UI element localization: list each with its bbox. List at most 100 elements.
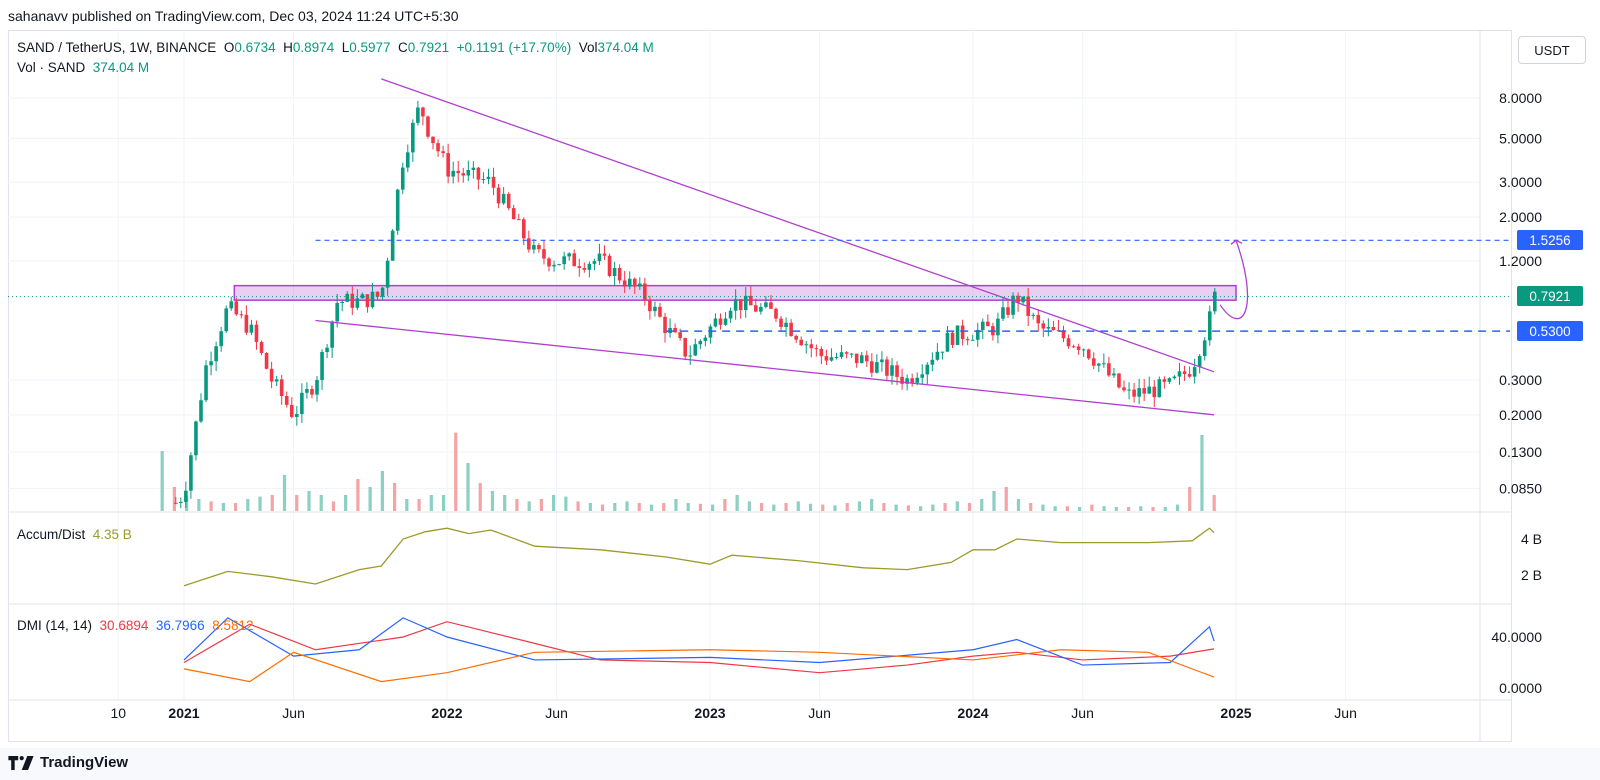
- candle-body: [1107, 363, 1111, 376]
- volume-bar: [894, 504, 898, 511]
- volume-bar: [503, 495, 507, 511]
- candle-body: [1081, 349, 1086, 351]
- candle-body: [1157, 379, 1162, 398]
- dmi-adx-value: 8.5812: [212, 618, 254, 633]
- volume-bar: [857, 501, 862, 511]
- candle-body: [1142, 388, 1146, 394]
- candle-body: [189, 455, 193, 491]
- candle-body: [1091, 358, 1096, 366]
- symbol-label: SAND / TetherUS, 1W, BINANCE: [17, 40, 217, 55]
- candle-body: [965, 339, 970, 341]
- publisher-line: sahanavv published on TradingView.com, D…: [8, 8, 459, 24]
- candle-body: [859, 355, 864, 364]
- volume-bar: [967, 503, 972, 511]
- candle-body: [461, 173, 466, 176]
- dmi-minus-line: [183, 617, 1215, 666]
- volume-bar: [613, 503, 617, 511]
- candle-body: [875, 362, 879, 373]
- candle-body: [764, 302, 768, 307]
- candle-body: [683, 338, 688, 357]
- candle-body: [824, 356, 829, 361]
- candle-body: [194, 421, 198, 456]
- candle-body: [1192, 367, 1197, 377]
- volume-bar: [417, 499, 421, 511]
- candle-body: [769, 302, 773, 309]
- candle-body: [1213, 291, 1217, 312]
- volume-bar: [649, 504, 654, 511]
- candle-body: [486, 176, 491, 179]
- candle-body: [698, 340, 703, 345]
- candle-body: [940, 351, 945, 353]
- candle-body: [819, 348, 824, 357]
- volume-bar: [759, 503, 764, 511]
- candle-body: [451, 170, 455, 177]
- adl-value: 4.35 B: [92, 527, 132, 542]
- adl-label: Accum/Dist: [17, 527, 86, 542]
- candle-body: [234, 301, 239, 315]
- candle-body: [693, 344, 698, 356]
- candle-body: [1177, 371, 1182, 377]
- candle-body: [895, 365, 899, 377]
- currency-unit-button[interactable]: USDT: [1518, 36, 1586, 64]
- candle-body: [597, 253, 602, 262]
- candle-body: [446, 153, 450, 177]
- volume-bar: [1114, 507, 1118, 511]
- candle-body: [910, 378, 914, 383]
- candle-body: [708, 326, 713, 338]
- candle-body: [738, 299, 743, 311]
- tradingview-logo-icon: [8, 755, 34, 770]
- candle-body: [582, 267, 587, 270]
- volume-bar: [796, 501, 800, 511]
- candle-body: [935, 351, 940, 360]
- candle-body: [476, 167, 481, 180]
- candle-body: [743, 295, 748, 311]
- candle-body: [890, 365, 894, 376]
- candle-body: [1132, 389, 1136, 397]
- candle-body: [653, 306, 657, 312]
- candle-body: [527, 238, 531, 250]
- candle-body: [557, 264, 561, 266]
- candle-body: [663, 316, 667, 334]
- axes: 8.0000 5.0000 3.0000 2.0000 1.2000 0.3000 0.20…: [110, 90, 1542, 721]
- vol-series-value: 374.04 M: [92, 60, 150, 75]
- candle-body: [638, 283, 642, 287]
- candle-body: [521, 219, 526, 239]
- projection-arrow: [1219, 240, 1249, 320]
- candle-body: [552, 264, 556, 267]
- candle-body: [249, 324, 254, 333]
- volume-bars: [160, 432, 1216, 511]
- candle-body: [491, 176, 496, 188]
- candle-body: [274, 379, 279, 382]
- volume-bar: [1029, 503, 1033, 511]
- volume-bar: [747, 501, 751, 511]
- volume-bar: [466, 463, 470, 511]
- candle-body: [602, 253, 607, 256]
- volume-bar: [882, 503, 886, 511]
- volume-bar: [527, 501, 531, 511]
- brand-name: TradingView: [40, 754, 129, 771]
- open-value: 0.6734: [234, 40, 276, 55]
- chart-svg[interactable]: 4 B 2 B 40.0000 0.0000 8.0000 5.0000 3.0000 2…: [0, 0, 1600, 748]
- volume-bar: [454, 432, 458, 511]
- x-tick-label: Jun: [1071, 705, 1094, 721]
- volume-bar: [1151, 507, 1155, 511]
- volume-bar: [1078, 507, 1082, 511]
- volume-bar: [833, 505, 837, 511]
- candle-body: [264, 353, 269, 369]
- candle-body: [501, 193, 506, 204]
- candle-body: [839, 352, 844, 358]
- trend-lines: [8, 78, 1510, 416]
- candle-body: [864, 355, 869, 362]
- candle-body: [1137, 388, 1141, 397]
- tradingview-brand[interactable]: TradingView: [8, 754, 128, 771]
- candle-body: [547, 258, 551, 267]
- volume-bar: [1188, 487, 1192, 511]
- candle-body: [1021, 296, 1025, 303]
- volume-bar: [698, 503, 703, 511]
- candle-body: [239, 314, 244, 316]
- volume-bar: [185, 496, 189, 511]
- candle-body: [748, 295, 753, 306]
- candle-body: [426, 116, 430, 137]
- candle-body: [930, 359, 935, 365]
- volume-bar: [625, 501, 629, 511]
